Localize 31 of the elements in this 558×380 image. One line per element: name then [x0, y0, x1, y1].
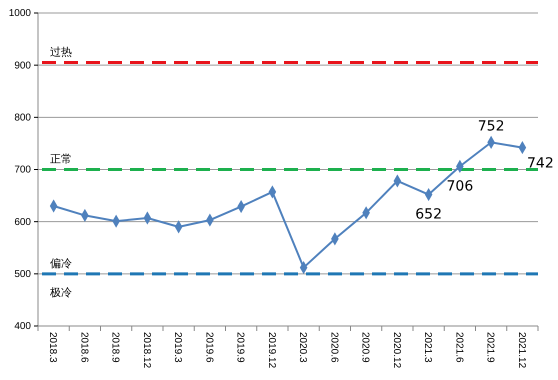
- x-tick-label: 2020.9: [360, 332, 371, 364]
- y-tick-label: 800: [14, 112, 32, 124]
- x-tick-label: 2018.3: [47, 332, 58, 364]
- y-tick-label: 500: [14, 269, 32, 280]
- x-tick-label: 2019.9: [234, 332, 246, 364]
- y-tick-label: 600: [14, 216, 32, 228]
- y-tick-label: 1000: [8, 8, 32, 20]
- x-tick-label: 2021.6: [453, 332, 464, 364]
- y-tick-label: 900: [14, 60, 32, 72]
- ref-line-label: 正常: [50, 152, 72, 166]
- x-tick-label: 2020.6: [328, 332, 340, 364]
- x-tick-label: 2021.3: [422, 332, 434, 364]
- x-tick-label: 2019.6: [203, 332, 214, 364]
- ref-line-label: 过热: [50, 46, 72, 59]
- data-label: 742: [527, 156, 554, 172]
- x-tick-label: 2018.9: [110, 332, 121, 364]
- y-tick-label: 700: [14, 164, 32, 176]
- x-tick-label: 2018.6: [78, 332, 90, 364]
- data-label: 752: [478, 118, 504, 134]
- x-tick-label: 2018.12: [140, 332, 152, 369]
- x-tick-label: 2019.3: [172, 332, 184, 364]
- x-tick-label: 2020.3: [297, 332, 308, 364]
- data-label: 706: [446, 178, 474, 194]
- x-tick-label: 2019.12: [266, 332, 277, 369]
- ref-line-label: 偏冷: [50, 256, 72, 270]
- x-tick-label: 2021.9: [484, 332, 496, 364]
- x-tick-label: 2020.12: [390, 332, 402, 369]
- data-label: 652: [415, 206, 442, 223]
- y-tick-label: 400: [14, 321, 32, 332]
- annotation: 极冷: [49, 286, 72, 299]
- x-tick-label: 2021.12: [516, 332, 527, 369]
